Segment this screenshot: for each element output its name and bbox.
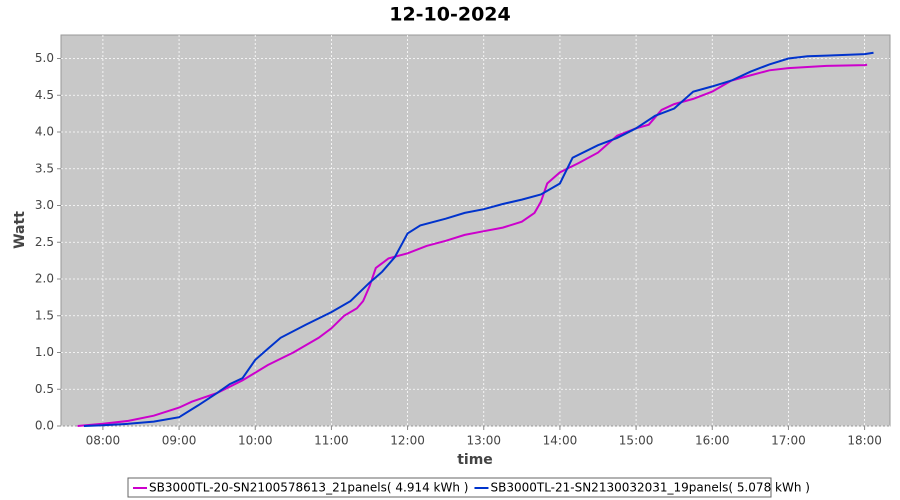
legend-label: SB3000TL-21-SN2130032031_19panels( 5.078… [490,481,809,495]
series-line [77,63,868,427]
y-tick-label: 4.0 [35,125,54,139]
plot-area [60,34,891,427]
series-line [83,51,874,427]
legend-label: SB3000TL-20-SN2100578613_21panels( 4.914… [149,481,468,495]
x-tick-label: 09:00 [162,434,197,448]
x-tick-label: 08:00 [86,434,121,448]
legend [127,477,772,498]
y-tick-label: 2.0 [35,272,54,286]
x-tick-label: 12:00 [390,434,425,448]
y-tick-label: 3.0 [35,198,54,212]
x-tick-label: 10:00 [238,434,273,448]
y-tick-label: 1.0 [35,345,54,359]
y-tick-label: 5.0 [35,51,54,65]
y-tick-label: 0.0 [35,419,54,433]
x-tick-label: 16:00 [695,434,730,448]
x-tick-label: 13:00 [466,434,501,448]
y-tick-label: 1.5 [35,308,54,322]
y-tick-label: 0.5 [35,382,54,396]
x-tick-label: 17:00 [771,434,806,448]
y-tick-label: 2.5 [35,235,54,249]
chart-title: 12-10-2024 [389,4,511,26]
x-axis-label: time [457,452,493,468]
x-tick-label: 15:00 [619,434,654,448]
x-tick-label: 18:00 [847,434,882,448]
y-tick-label: 3.5 [35,161,54,175]
y-tick-label: 4.5 [35,88,54,102]
y-axis-label: Watt [12,211,28,249]
x-tick-label: 11:00 [314,434,349,448]
x-tick-label: 14:00 [543,434,578,448]
